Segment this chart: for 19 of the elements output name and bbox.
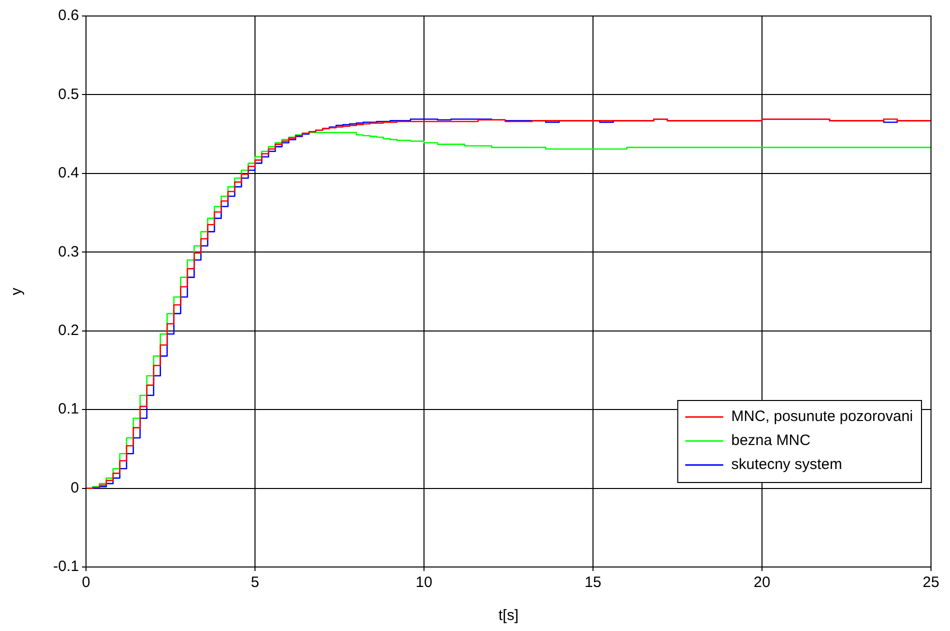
legend-label: skutecny system (731, 456, 842, 474)
y-tick-label: 0.1 (58, 400, 79, 418)
y-tick-label: 0.3 (58, 243, 79, 260)
x-tick-label: 5 (250, 574, 260, 592)
y-tick-label: 0.2 (58, 322, 79, 339)
y-tick-label: -0.1 (53, 558, 79, 576)
x-tick-label: 10 (416, 574, 432, 592)
y-axis-title: y (8, 287, 26, 296)
y-tick-label: 0.5 (58, 86, 79, 103)
y-tick-label: 0.4 (58, 164, 79, 182)
x-tick-label: 0 (82, 574, 90, 592)
x-axis-title: t[s] (498, 607, 519, 624)
x-tick-label: 25 (922, 574, 940, 592)
y-tick-label: 0.6 (58, 7, 79, 24)
x-tick-label: 15 (584, 574, 602, 592)
y-tick-label: 0 (70, 479, 79, 496)
legend-label: MNC, posunute pozorovani (731, 408, 913, 426)
legend-label: bezna MNC (731, 432, 811, 450)
x-tick-label: 20 (754, 574, 770, 592)
